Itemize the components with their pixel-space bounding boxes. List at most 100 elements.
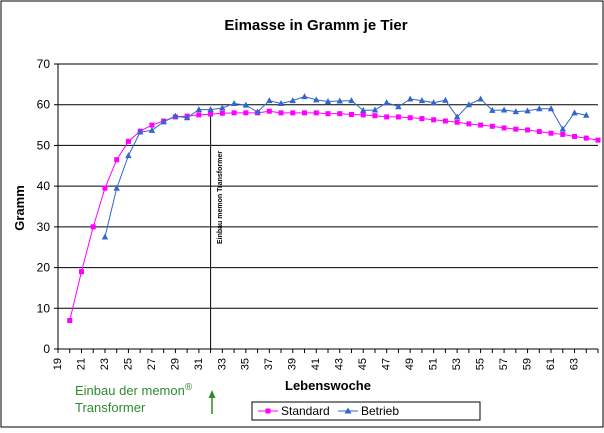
data-point-betrieb	[266, 97, 273, 104]
data-point-standard	[125, 138, 131, 144]
data-point-standard	[372, 113, 378, 119]
x-tick-label: 41	[310, 358, 322, 370]
x-tick-label: 49	[404, 358, 416, 370]
data-point-standard	[243, 110, 249, 116]
data-point-betrieb	[442, 96, 449, 103]
x-tick-label: 21	[75, 358, 87, 370]
x-tick-label: 63	[568, 358, 580, 370]
data-point-betrieb	[453, 113, 461, 120]
x-tick-label: 31	[193, 358, 205, 370]
data-point-betrieb	[242, 101, 250, 108]
data-point-standard	[360, 112, 366, 118]
data-point-standard	[219, 110, 225, 116]
data-point-betrieb	[430, 99, 437, 106]
legend-label-betrieb: Betrieb	[361, 404, 399, 418]
y-tick-label: 0	[43, 342, 50, 356]
data-point-betrieb	[324, 97, 332, 104]
x-tick-label: 23	[99, 358, 111, 370]
series-betrieb	[101, 93, 590, 240]
data-point-betrieb	[536, 105, 543, 112]
x-tick-label: 37	[263, 358, 275, 370]
data-point-betrieb	[512, 108, 520, 115]
y-tick-label: 70	[37, 57, 51, 71]
data-point-betrieb	[301, 93, 308, 100]
x-tick-label: 53	[451, 358, 463, 370]
data-point-betrieb	[559, 125, 566, 132]
data-point-standard	[278, 110, 284, 116]
y-tick-label: 60	[37, 98, 51, 112]
grid-lines	[58, 63, 598, 309]
x-tick-label: 19	[52, 358, 64, 370]
data-point-betrieb	[313, 96, 320, 103]
data-point-betrieb	[148, 126, 156, 133]
data-point-betrieb	[348, 97, 355, 104]
bottom-note: Einbau der memon® Transformer	[75, 382, 193, 415]
data-point-standard	[208, 111, 214, 117]
data-point-betrieb	[195, 106, 203, 113]
data-point-standard	[290, 110, 296, 116]
y-tick-label: 50	[37, 138, 51, 152]
data-point-standard	[114, 157, 120, 163]
data-point-standard	[572, 133, 578, 139]
x-tick-label: 45	[357, 358, 369, 370]
data-point-standard	[431, 117, 437, 123]
data-point-standard	[102, 185, 108, 191]
data-point-betrieb	[336, 97, 343, 104]
data-point-betrieb	[489, 106, 496, 113]
legend-box	[251, 401, 481, 421]
legend-label-standard: Standard	[281, 404, 330, 418]
annotation-vertical-label: Einbau memon Transformer	[217, 151, 224, 244]
data-point-betrieb	[136, 128, 144, 135]
x-tick-label: 61	[545, 358, 557, 370]
plot-background	[58, 64, 598, 349]
x-tick-label: 59	[521, 358, 533, 370]
data-point-standard	[513, 126, 519, 132]
data-point-standard	[325, 111, 331, 117]
legend: Standard Betrieb	[251, 401, 481, 421]
data-point-standard	[337, 111, 343, 117]
x-tick-label: 27	[146, 358, 158, 370]
data-point-standard	[466, 121, 472, 127]
data-point-betrieb	[371, 106, 379, 113]
data-point-betrieb	[101, 233, 109, 240]
data-point-betrieb	[172, 112, 179, 119]
data-point-standard	[548, 130, 554, 136]
x-tick-label: 51	[428, 358, 440, 370]
data-point-standard	[266, 108, 272, 114]
data-point-betrieb	[383, 99, 390, 106]
data-point-betrieb	[418, 97, 426, 104]
data-point-betrieb	[183, 114, 191, 121]
y-tick-label: 20	[37, 261, 51, 275]
data-point-betrieb	[583, 111, 590, 118]
data-point-standard	[67, 318, 73, 323]
data-point-standard	[536, 129, 542, 135]
series-line-standard	[69, 110, 599, 321]
data-point-standard	[149, 122, 155, 128]
data-point-standard	[90, 224, 96, 230]
y-tick-label: 10	[37, 301, 51, 315]
data-point-betrieb	[160, 118, 167, 125]
data-point-standard	[302, 110, 308, 116]
data-point-standard	[478, 122, 484, 128]
data-point-betrieb	[571, 109, 578, 116]
legend-marker-betrieb	[344, 407, 352, 414]
x-tick-label: 33	[216, 358, 228, 370]
x-tick-label: 39	[287, 358, 299, 370]
x-tick-label: 57	[498, 358, 510, 370]
data-point-standard	[313, 110, 319, 116]
series-layer	[67, 93, 601, 323]
bottom-note-line2: Transformer	[75, 400, 146, 415]
x-tick-label: 43	[334, 358, 346, 370]
data-point-standard	[419, 116, 425, 122]
x-tick-label: 29	[169, 358, 181, 370]
data-point-standard	[525, 127, 531, 133]
data-point-standard	[78, 269, 84, 275]
data-point-betrieb	[524, 107, 531, 114]
data-point-standard	[395, 114, 401, 120]
data-point-standard	[348, 111, 354, 117]
data-point-standard	[454, 119, 460, 125]
data-point-betrieb	[207, 106, 214, 113]
y-axis-ticks: 0 10 20 30 40 50 60 70	[37, 57, 58, 356]
